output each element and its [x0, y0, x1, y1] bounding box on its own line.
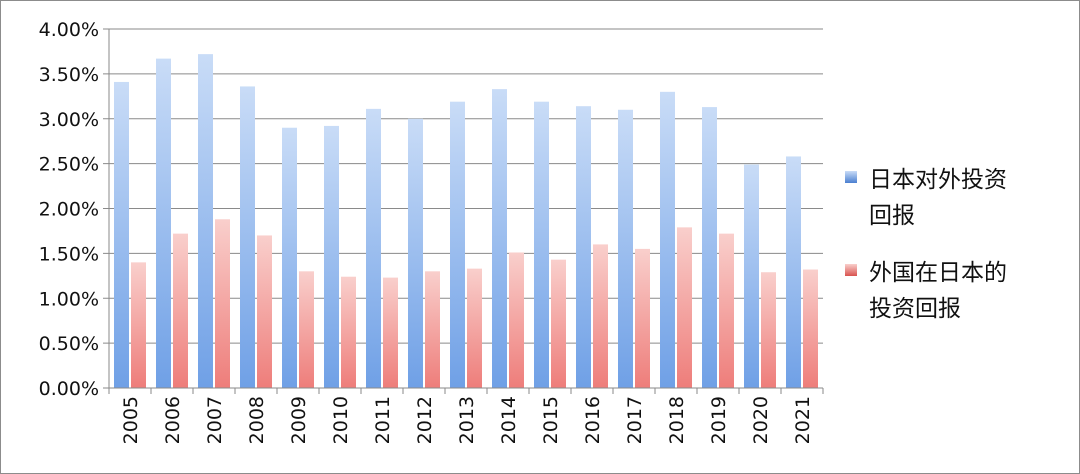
- bar-outbound-2015: [534, 101, 549, 388]
- bar-outbound-2017: [618, 109, 633, 389]
- bar-inbound-2010: [341, 276, 356, 388]
- axes: [108, 29, 824, 394]
- bar-outbound-2012: [408, 118, 423, 388]
- legend-label: 外国在日本的: [869, 260, 1007, 286]
- x-tick-label: 2008: [246, 396, 268, 444]
- bar-inbound-2011: [383, 277, 398, 388]
- bar-outbound-2021: [786, 156, 801, 388]
- bar-inbound-2014: [509, 252, 524, 388]
- x-tick-label: 2011: [372, 396, 394, 444]
- bar-outbound-2020: [744, 164, 759, 388]
- bar-outbound-2005: [114, 81, 129, 388]
- y-tick-label: 0.50%: [39, 333, 99, 355]
- bar-inbound-2017: [635, 248, 650, 388]
- legend-swatch: [845, 264, 857, 276]
- bar-inbound-2007: [215, 219, 230, 388]
- bar-inbound-2006: [173, 233, 188, 388]
- bar-inbound-2009: [299, 271, 314, 388]
- y-tick-label: 0.00%: [39, 378, 99, 400]
- y-tick-label: 2.50%: [39, 154, 99, 176]
- y-axis-ticks: 0.00% 0.50% 1.00% 1.50% 2.00% 2.50% 3.00% 3.50%…: [39, 19, 99, 400]
- bar-outbound-2006: [156, 58, 171, 389]
- y-tick-label: 1.50%: [39, 243, 99, 265]
- legend-swatch: [845, 171, 857, 183]
- bar-inbound-2012: [425, 271, 440, 388]
- y-tick-label: 3.50%: [39, 64, 99, 86]
- y-tick-label: 2.00%: [39, 199, 99, 221]
- y-tick-label: 3.00%: [39, 109, 99, 131]
- bar-inbound-2020: [761, 272, 776, 388]
- bar-inbound-2005: [131, 262, 146, 388]
- x-tick-label: 2021: [792, 396, 814, 444]
- legend-label: 日本对外投资: [869, 167, 1007, 193]
- x-axis-ticks: 2005 2006 2007 2008 2009 2010 2011 2012 2013 2014…: [120, 396, 814, 444]
- bar-outbound-2007: [198, 54, 213, 388]
- bar-outbound-2016: [576, 106, 591, 388]
- bar-inbound-2016: [593, 244, 608, 388]
- bar-outbound-2011: [366, 108, 381, 388]
- bar-outbound-2008: [240, 86, 255, 388]
- legend-label: 回报: [869, 203, 915, 229]
- x-tick-label: 2020: [750, 396, 772, 444]
- y-tick-label: 1.00%: [39, 288, 99, 310]
- bar-outbound-2018: [660, 91, 675, 388]
- bars: [114, 54, 818, 389]
- y-tick-label: 4.00%: [39, 19, 99, 41]
- x-tick-label: 2012: [414, 396, 436, 444]
- bar-outbound-2009: [282, 127, 297, 388]
- bar-inbound-2008: [257, 235, 272, 388]
- x-tick-label: 2009: [288, 396, 310, 444]
- bar-inbound-2015: [551, 259, 566, 388]
- x-tick-label: 2006: [162, 396, 184, 444]
- bar-inbound-2019: [719, 233, 734, 388]
- bar-inbound-2021: [803, 269, 818, 388]
- x-tick-label: 2010: [330, 396, 352, 444]
- x-tick-label: 2013: [456, 396, 478, 444]
- x-tick-label: 2014: [498, 396, 520, 444]
- x-tick-label: 2018: [666, 396, 688, 444]
- x-tick-label: 2017: [624, 396, 646, 444]
- bar-outbound-2019: [702, 107, 717, 389]
- bar-outbound-2010: [324, 125, 339, 389]
- x-tick-label: 2016: [582, 396, 604, 444]
- bar-outbound-2013: [450, 101, 465, 388]
- legend-label: 投资回报: [869, 296, 961, 322]
- bar-inbound-2013: [467, 268, 482, 388]
- x-tick-label: 2015: [540, 396, 562, 444]
- bar-inbound-2018: [677, 227, 692, 388]
- x-tick-label: 2019: [708, 396, 730, 444]
- x-tick-label: 2007: [204, 396, 226, 444]
- bar-outbound-2014: [492, 89, 507, 388]
- x-tick-label: 2005: [120, 396, 142, 444]
